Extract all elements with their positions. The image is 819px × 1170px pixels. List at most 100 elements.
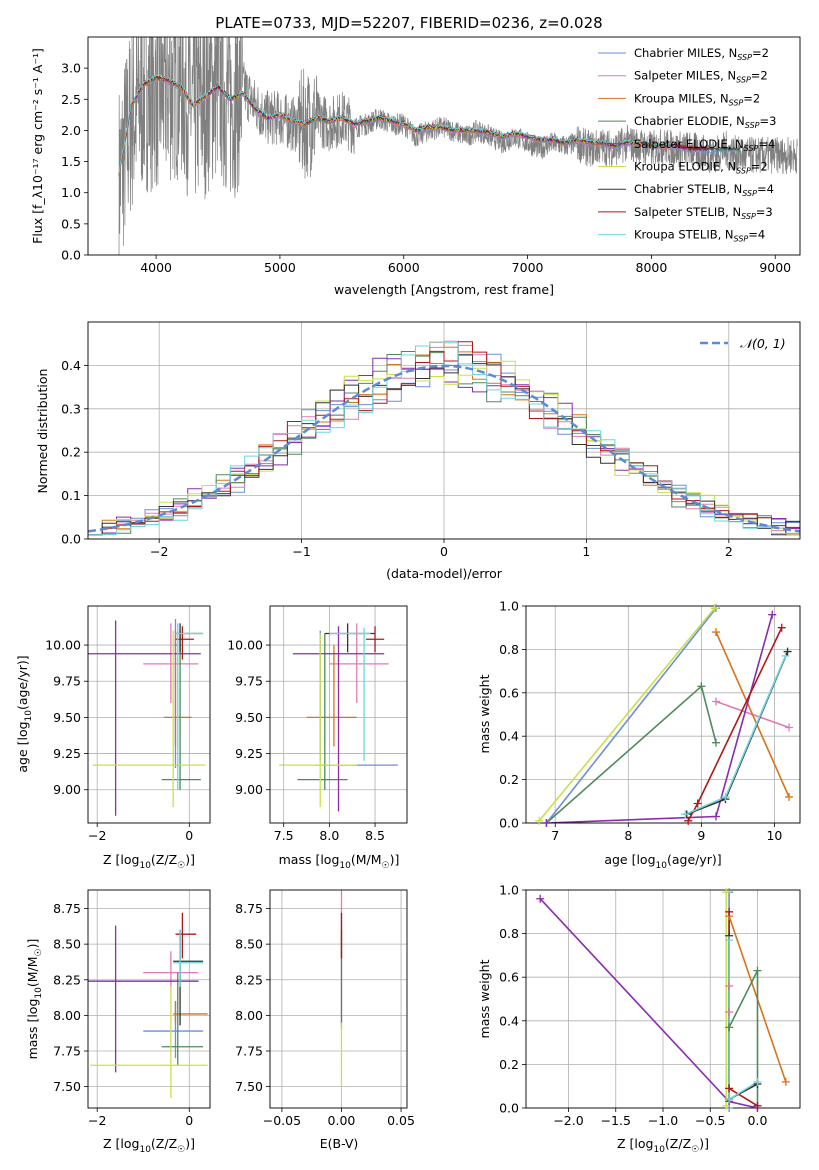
histogram-6 [88, 354, 800, 536]
weight-marker-4 [768, 610, 777, 619]
plot-age-vs-mass: 7.5 8.0 8.5 9.00 9.25 9.50 9.75 10.00 [227, 605, 408, 843]
x-axis-label: (data-model)/error [386, 566, 503, 581]
y-tick-label: 9.00 [53, 782, 81, 797]
label-part: )] [185, 852, 195, 867]
y-tick-label: 0.3 [61, 401, 81, 416]
legend-label-5: Kroupa ELODIE, NSSP=2 [634, 160, 768, 176]
y-tick-label: 7.75 [235, 1044, 263, 1059]
plot-area [538, 607, 790, 823]
weight-marker-3 [725, 1023, 734, 1032]
plot-spectrum: 4000 5000 6000 7000 8000 9000 0.0 0.5 1.0 1.5 2.0 2… [61, 36, 801, 275]
legend-main: Kroupa ELODIE, N [634, 160, 736, 174]
weight-marker-4 [711, 812, 720, 821]
legend-sub: SSP [736, 167, 751, 176]
legend-main: Salpeter ELODIE, N [634, 137, 744, 151]
y-tick-label: 8.00 [53, 1008, 81, 1023]
x-tick-label: −1 [292, 544, 310, 559]
weight-marker-7 [753, 1101, 762, 1110]
y-tick-label: 8.25 [53, 972, 81, 987]
label-part: (Z/Z [665, 1136, 691, 1151]
weight-marker-7 [693, 799, 702, 808]
legend-main: Chabrier STELIB, N [634, 182, 742, 196]
x-tick-label: 6000 [388, 260, 420, 275]
y-tick-label: 7.50 [235, 1079, 263, 1094]
x-tick-label: 1 [582, 544, 590, 559]
label-subscript: ☉ [691, 1145, 699, 1155]
y-axis-label: mass weight [477, 959, 492, 1038]
y-tick-label: 0.0 [499, 816, 519, 831]
y-tick-label: 8.75 [235, 901, 263, 916]
weight-line-2 [715, 631, 790, 798]
label-part: )] [25, 939, 40, 949]
plot-area [118, 37, 798, 255]
y-tick-label: 0.2 [61, 445, 81, 460]
label-part: )] [185, 1136, 195, 1151]
legend-main: Kroupa MILES, N [634, 91, 729, 105]
legend-sub: SSP [742, 189, 757, 198]
label-part: mass [log [279, 852, 340, 867]
x-tick-label: 7.5 [274, 828, 294, 843]
chart-title: PLATE=0733, MJD=52207, FIBERID=0236, z=0… [215, 14, 602, 32]
x-tick-label: 0.00 [328, 1113, 356, 1128]
x-tick-label: 7000 [512, 260, 544, 275]
y-tick-label: 0.2 [499, 772, 519, 787]
y-tick-label: 10.00 [45, 638, 81, 653]
legend-sub: SSP [737, 53, 752, 62]
y-tick-label: 9.50 [235, 710, 263, 725]
y-axis-label: Normed distribution [35, 369, 50, 494]
y-tick-label: 10.00 [227, 638, 263, 653]
normal-reference-curve [88, 364, 800, 533]
label-part: Z [log [103, 852, 139, 867]
y-tick-label: 2.5 [61, 92, 81, 107]
legend-main: Salpeter MILES, N [634, 69, 736, 83]
legend-main: Chabrier ELODIE, N [634, 114, 745, 128]
weight-marker-1 [725, 981, 734, 990]
model-line-7 [118, 74, 709, 175]
weight-line-5 [538, 607, 716, 822]
x-axis-label: mass [log10(M/M☉)] [279, 852, 400, 871]
label-subscript: 10 [339, 861, 351, 871]
y-tick-label: 9.25 [235, 746, 263, 761]
y-tick-label: 0.4 [499, 729, 519, 744]
x-tick-label: 8 [624, 828, 632, 843]
legend-label-2: Kroupa MILES, NSSP=2 [634, 91, 760, 107]
legend-sub: SSP [741, 212, 756, 221]
label-subscript: 10 [24, 710, 34, 722]
weight-marker-7 [777, 623, 786, 632]
x-tick-label: −1.5 [601, 1113, 631, 1128]
label-subscript: 10 [653, 1145, 665, 1155]
x-axis-label: age [log10(age/yr)] [604, 852, 721, 871]
legend-tail: =2 [751, 69, 768, 83]
legend-sub: SSP [734, 235, 749, 244]
plot-mass-vs-ebv: −0.05 0.00 0.05 7.50 7.75 8.00 8.25 8.50 8.75 [235, 889, 415, 1128]
y-axis-label: mass [log10(M/M☉)] [25, 939, 44, 1060]
weight-marker-2 [711, 628, 720, 637]
x-tick-label: −0.5 [695, 1113, 725, 1128]
x-tick-label: 9 [697, 828, 705, 843]
legend-label-7: Salpeter STELIB, NSSP=3 [634, 205, 773, 221]
x-axis-label: E(B-V) [320, 1136, 359, 1151]
legend-main: Salpeter STELIB, N [634, 205, 741, 219]
y-tick-label: 7.50 [53, 1079, 81, 1094]
plot-area [279, 623, 398, 812]
weight-marker-1 [711, 697, 720, 706]
y-tick-label: 8.50 [53, 937, 81, 952]
x-tick-label: −0.05 [263, 1113, 301, 1128]
weight-marker-3 [711, 738, 720, 747]
weight-marker-8 [681, 810, 690, 819]
axes-frame [269, 605, 408, 824]
label-part: )] [390, 852, 400, 867]
weight-marker-8 [721, 792, 730, 801]
x-tick-label: 0.0 [748, 1113, 768, 1128]
x-tick-label: 8.5 [365, 828, 385, 843]
legend-label-0: Chabrier MILES, NSSP=2 [634, 46, 769, 62]
y-tick-label: 9.75 [235, 674, 263, 689]
axes-frame [87, 889, 211, 1109]
label-subscript: ☉ [177, 861, 185, 871]
plot-area [88, 912, 208, 1099]
y-tick-label: 0.5 [61, 216, 81, 231]
y-tick-label: 8.50 [235, 937, 263, 952]
x-tick-label: 8000 [636, 260, 668, 275]
label-part: mass [log [25, 999, 40, 1060]
x-tick-label: 0 [185, 828, 193, 843]
